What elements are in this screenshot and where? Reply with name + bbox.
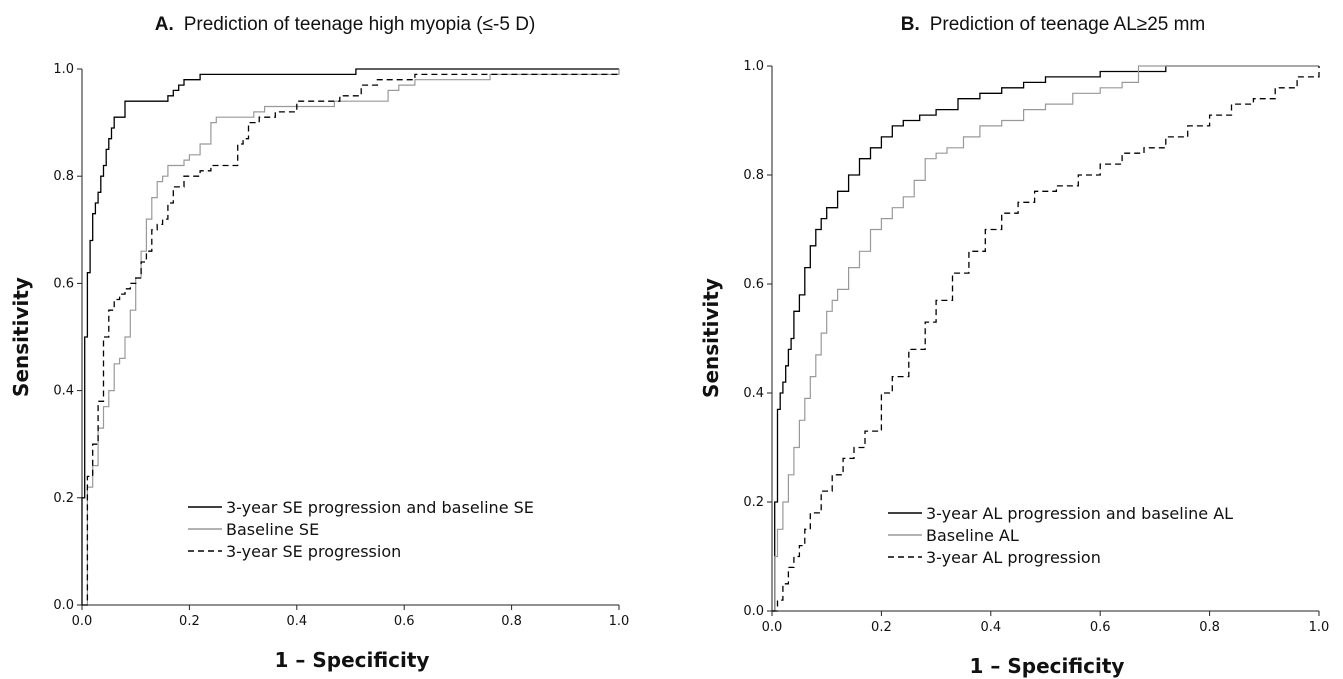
panel-b-x-axis-label: 1 – Specificity [970, 654, 1125, 678]
panel-a: A. Prediction of teenage high myopia (≤-… [9, 14, 629, 672]
panel-b-x-tick-label: 1.0 [1309, 620, 1330, 635]
panel-a-legend: 3-year SE progression and baseline SE Bas… [188, 498, 534, 561]
panel-b-x-tick-label: 0.6 [1090, 620, 1111, 635]
panel-b-y-tick-label: 0.4 [743, 386, 764, 401]
panel-b-legend: 3-year AL progression and baseline AL Bas… [888, 504, 1233, 567]
panel-b-legend-label: 3-year AL progression [926, 548, 1101, 567]
panel-b-y-tick-label: 0.8 [743, 168, 764, 183]
panel-a-y-axis-label: Sensitivity [9, 277, 33, 397]
panel-a-axes [81, 69, 619, 606]
panel-b-x-tick-label: 0.8 [1199, 620, 1220, 635]
panel-a-y-tick-label: 0.4 [53, 384, 74, 399]
panel-b-title-text: Prediction of teenage AL≥25 mm [930, 14, 1206, 35]
panel-b-y-tick-label: 0.2 [743, 495, 764, 510]
panel-a-series-1-line [81, 68, 619, 605]
panel-a-y-tick-label: 0.6 [53, 276, 74, 291]
panel-a-y-tick-label: 0.0 [53, 598, 74, 613]
panel-a-y-tick-label: 0.8 [53, 169, 74, 184]
panel-a-title-text: Prediction of teenage high myopia (≤-5 D… [184, 14, 536, 35]
panel-b-legend-label: 3-year AL progression and baseline AL [926, 504, 1233, 523]
panel-a-series-3-line [82, 73, 619, 606]
panel-a-legend-label: Baseline SE [226, 520, 319, 539]
panel-a-x-tick-label: 0.8 [501, 614, 522, 629]
panel-a-x-tick-label: 0.2 [179, 614, 200, 629]
panel-a-series-2-line [82, 69, 620, 606]
panel-a-x-tick-label: 0.0 [72, 614, 93, 629]
panel-b-y-tick-label: 1.0 [743, 59, 764, 74]
panel-a-y-tick-label: 1.0 [53, 62, 74, 77]
panel-a-legend-label: 3-year SE progression and baseline SE [226, 498, 534, 517]
panel-b-series-2-line [772, 65, 1319, 612]
panel-b-x-tick-label: 0.2 [871, 620, 892, 635]
panel-b-y-axis-label: Sensitivity [699, 278, 723, 398]
panel-b-series-3-line [772, 66, 1320, 612]
panel-a-x-tick-label: 0.6 [394, 614, 415, 629]
panel-a-legend-label: 3-year SE progression [226, 542, 401, 561]
panel-b-axes [771, 66, 1319, 612]
panel-b: B. Prediction of teenage AL≥25 mm Sensit… [699, 14, 1329, 678]
panel-b-y-tick-label: 0.0 [743, 604, 764, 619]
panel-a-letter: A. [155, 14, 174, 35]
panel-a-x-tick-label: 1.0 [609, 614, 630, 629]
panel-b-x-tick-label: 0.4 [980, 620, 1001, 635]
panel-b-legend-label: Baseline AL [926, 526, 1019, 545]
panel-b-letter: B. [901, 14, 920, 35]
panel-a-plot-area: 0.00.0 0.2 0.2 0.4 0.4 0.6 0.6 0.8 0.8 1.0 1.0 3-ye… [53, 62, 629, 629]
panel-b-title: B. Prediction of teenage AL≥25 mm [901, 14, 1206, 35]
panel-b-y-tick-label: 0.6 [743, 277, 764, 292]
panel-a-x-tick-label: 0.4 [286, 614, 307, 629]
panel-b-series-1-line [772, 65, 1319, 612]
panel-b-plot-area: 0.00.0 0.2 0.2 0.4 0.4 0.6 0.6 0.8 0.8 1.0 1.0 3-ye… [743, 59, 1329, 635]
panel-a-title: A. Prediction of teenage high myopia (≤-… [155, 14, 536, 35]
panel-a-y-tick-label: 0.2 [53, 491, 74, 506]
panel-a-x-axis-label: 1 – Specificity [275, 648, 430, 672]
panel-b-x-tick-label: 0.0 [762, 620, 783, 635]
